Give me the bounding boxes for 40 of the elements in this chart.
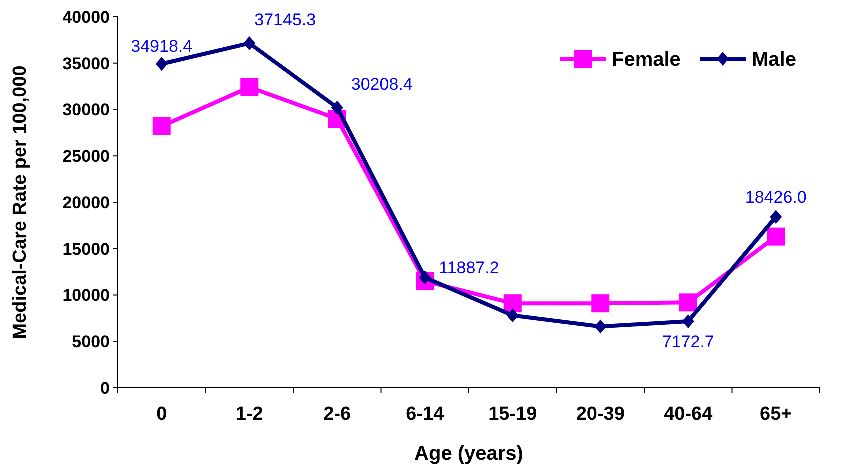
legend-label: Female [612, 49, 681, 71]
point [152, 117, 171, 136]
y-tick-label: 30000 [62, 100, 110, 120]
x-tick-label: 2-6 [324, 404, 352, 425]
data-label: 34918.4 [131, 37, 193, 56]
y-tick-label: 10000 [62, 286, 110, 306]
x-tick-label: 65+ [760, 404, 792, 425]
point [156, 57, 168, 72]
y-tick-label: 15000 [62, 240, 110, 259]
y-tick-label: 0 [100, 378, 110, 398]
point [504, 294, 522, 313]
point [770, 210, 782, 224]
x-tick-label: 40-64 [664, 404, 714, 425]
x-tick-label: 20-39 [576, 404, 625, 425]
legend-label: Male [752, 49, 796, 71]
data-label: 11887.2 [439, 258, 500, 278]
point [592, 294, 610, 313]
x-tick-label: 0 [156, 404, 168, 425]
y-tick-label: 5000 [72, 332, 110, 352]
data-label: 30208.4 [351, 74, 413, 94]
x-axis-title: Age (years) [414, 443, 524, 465]
point [594, 320, 607, 334]
point [679, 294, 698, 312]
x-tick-label: 15-19 [488, 404, 538, 425]
y-tick-label: 40000 [62, 8, 110, 27]
y-axis-title: Medical-Care Rate per 100,000 [10, 66, 31, 340]
point [331, 100, 344, 115]
point [682, 314, 694, 328]
y-tick-label: 35000 [62, 54, 110, 74]
y-tick-label: 25000 [62, 147, 110, 166]
point [244, 36, 256, 50]
data-label: 7172.7 [662, 332, 714, 352]
point [240, 78, 259, 96]
x-tick-label: 1-2 [236, 404, 264, 425]
y-tick-label: 20000 [62, 193, 110, 212]
x-tick-label: 6-14 [406, 404, 445, 425]
point [506, 308, 519, 323]
data-label: 37145.3 [254, 10, 316, 30]
point [767, 228, 786, 246]
data-label: 18426.0 [745, 188, 807, 208]
